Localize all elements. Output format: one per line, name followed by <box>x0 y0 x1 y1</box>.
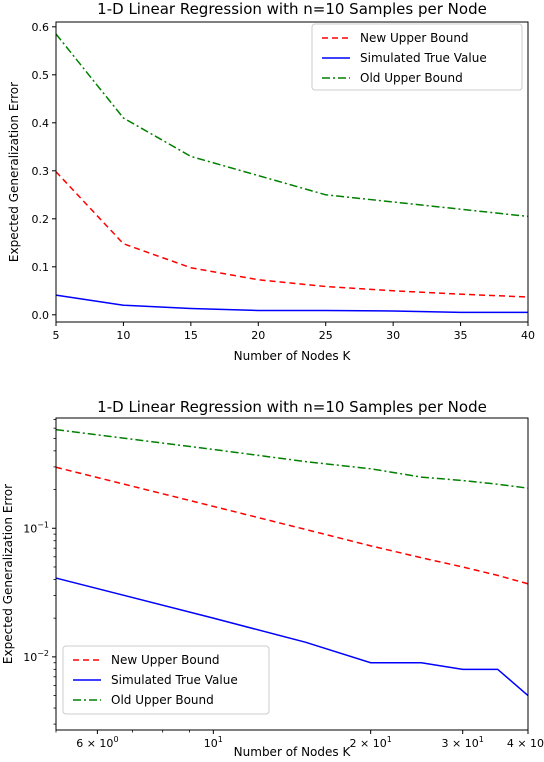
legend-label: Old Upper Bound <box>111 693 214 707</box>
legend-label: New Upper Bound <box>360 31 469 45</box>
x-tick-label-base: 3 × 10 <box>442 737 479 750</box>
series-line-simulated-true-value <box>55 577 529 697</box>
legend-label: Simulated True Value <box>111 673 238 687</box>
x-tick-label: 35 <box>454 329 468 342</box>
x-tick-label: 6 × 100 <box>76 735 118 750</box>
legend: New Upper Bound Simulated True Value Old U… <box>62 645 270 715</box>
y-tick-label: 0.5 <box>32 69 50 82</box>
chart-2: 1-D Linear Regression with n=10 Samples … <box>1 398 544 759</box>
series-line-new-upper-bound <box>55 466 529 585</box>
chart-title: 1-D Linear Regression with n=10 Samples … <box>97 0 487 18</box>
x-tick-label-exponent: 1 <box>218 735 223 744</box>
series-line-old-upper-bound <box>55 33 529 218</box>
x-tick-label: 2 × 101 <box>350 735 392 750</box>
x-tick-label-exponent: 0 <box>113 735 118 744</box>
y-tick-label-exponent: −1 <box>37 520 49 529</box>
y-tick-label: 0.4 <box>32 117 50 130</box>
legend: New Upper Bound Simulated True Value Old U… <box>311 23 523 91</box>
x-tick-label-base: 6 × 10 <box>76 737 113 750</box>
x-tick-label-base: 10 <box>204 737 218 750</box>
x-tick-label: 15 <box>184 329 198 342</box>
series-line-simulated-true-value <box>55 294 528 314</box>
legend-box <box>62 645 270 715</box>
y-tick-label: 0.1 <box>32 261 50 274</box>
y-tick-label-exponent: −2 <box>37 649 49 658</box>
x-tick-label: 3 × 101 <box>442 735 484 750</box>
x-tick-label-base: 4 × 10 <box>507 737 544 750</box>
x-tick-label: 101 <box>204 735 223 750</box>
legend-box <box>311 23 523 91</box>
plot-frame <box>55 417 529 731</box>
x-tick-label: 25 <box>319 329 333 342</box>
y-tick-label-base: 10 <box>23 522 37 535</box>
plot-frame <box>55 21 529 323</box>
y-tick-label: 0.0 <box>32 309 50 322</box>
y-tick-label-base: 10 <box>23 651 37 664</box>
x-axis-label: Number of Nodes K <box>234 349 352 363</box>
series-line-old-upper-bound <box>55 428 529 489</box>
x-tick-label: 10 <box>116 329 130 342</box>
series-line-new-upper-bound <box>55 171 529 298</box>
y-axis-label: Expected Generalization Error <box>1 484 15 664</box>
y-tick-label: 10−2 <box>23 649 49 664</box>
y-tick-label: 10−1 <box>23 520 49 535</box>
x-tick-label: 40 <box>521 329 535 342</box>
y-tick-label: 0.6 <box>32 21 50 34</box>
x-tick-label-base: 2 × 10 <box>350 737 387 750</box>
x-tick-label: 5 <box>53 329 60 342</box>
x-tick-label: 30 <box>386 329 400 342</box>
x-tick-label-exponent: 1 <box>387 735 392 744</box>
y-tick-label: 0.2 <box>32 213 50 226</box>
x-tick-label-exponent: 1 <box>479 735 484 744</box>
y-axis-label: Expected Generalization Error <box>7 82 21 262</box>
x-tick-label: 4 × 101 <box>507 735 544 750</box>
y-tick-label: 0.3 <box>32 165 50 178</box>
legend-label: New Upper Bound <box>111 653 220 667</box>
x-axis-label: Number of Nodes K <box>234 745 352 759</box>
legend-label: Old Upper Bound <box>360 71 463 85</box>
legend-label: Simulated True Value <box>360 51 487 65</box>
chart-1: 1-D Linear Regression with n=10 Samples … <box>7 0 535 363</box>
chart-title: 1-D Linear Regression with n=10 Samples … <box>97 398 487 416</box>
x-tick-label: 20 <box>251 329 265 342</box>
